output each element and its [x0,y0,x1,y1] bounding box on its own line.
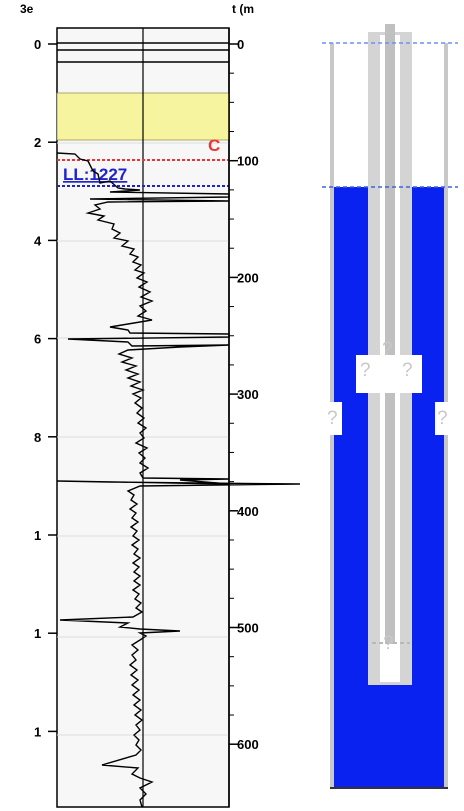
right-axis-tick-label: 600 [237,737,259,752]
left-axis-tick-label: 0 [34,37,41,52]
left-depth-axis: 024681111 [34,37,57,739]
log-curve [56,152,301,808]
unknown-mark-packer-left: ? [360,360,371,381]
right-axis-tick-label: 100 [237,154,259,169]
left-axis-tick-label: 1 [34,528,41,543]
unknown-mark-packer-right: ? [402,360,413,381]
right-axis-tick-label: 0 [237,37,244,52]
right-axis-tick-label: 500 [237,621,259,636]
left-axis-tick-label: 4 [34,233,42,248]
unknown-box-packer [356,355,422,393]
unknown-mark-packer-top: ? [382,339,393,360]
right-unit-header: t (m [232,2,254,16]
well-schematic: ? ? ? ? ? ? [322,24,458,789]
unknown-markers: ? ? ? ? ? ? [325,339,452,654]
marker-c-label: C [208,136,220,155]
left-axis-tick-label: 8 [34,430,41,445]
right-axis-tick-label: 300 [237,387,259,402]
log-track: C LL:1227 [56,27,301,808]
left-axis-tick-label: 1 [34,626,41,641]
left-axis-tick-label: 1 [34,724,41,739]
left-axis-tick-label: 2 [34,135,41,150]
unknown-mark-right: ? [437,408,448,429]
unknown-mark-left: ? [327,408,338,429]
right-depth-axis: 0 100 200 300 400 500 600 [228,28,259,807]
unknown-box-right [435,402,452,435]
left-axis-tick-label: 6 [34,332,41,347]
right-axis-tick-label: 400 [237,504,259,519]
center-rod [385,24,395,644]
unknown-mark-bottom: ? [383,633,394,654]
unknown-box-left [325,402,342,435]
ll-label: LL:1227 [63,165,127,184]
right-axis-tick-label: 200 [237,270,259,285]
casing-bottom [368,682,412,685]
left-unit-header: 3e [20,2,34,16]
